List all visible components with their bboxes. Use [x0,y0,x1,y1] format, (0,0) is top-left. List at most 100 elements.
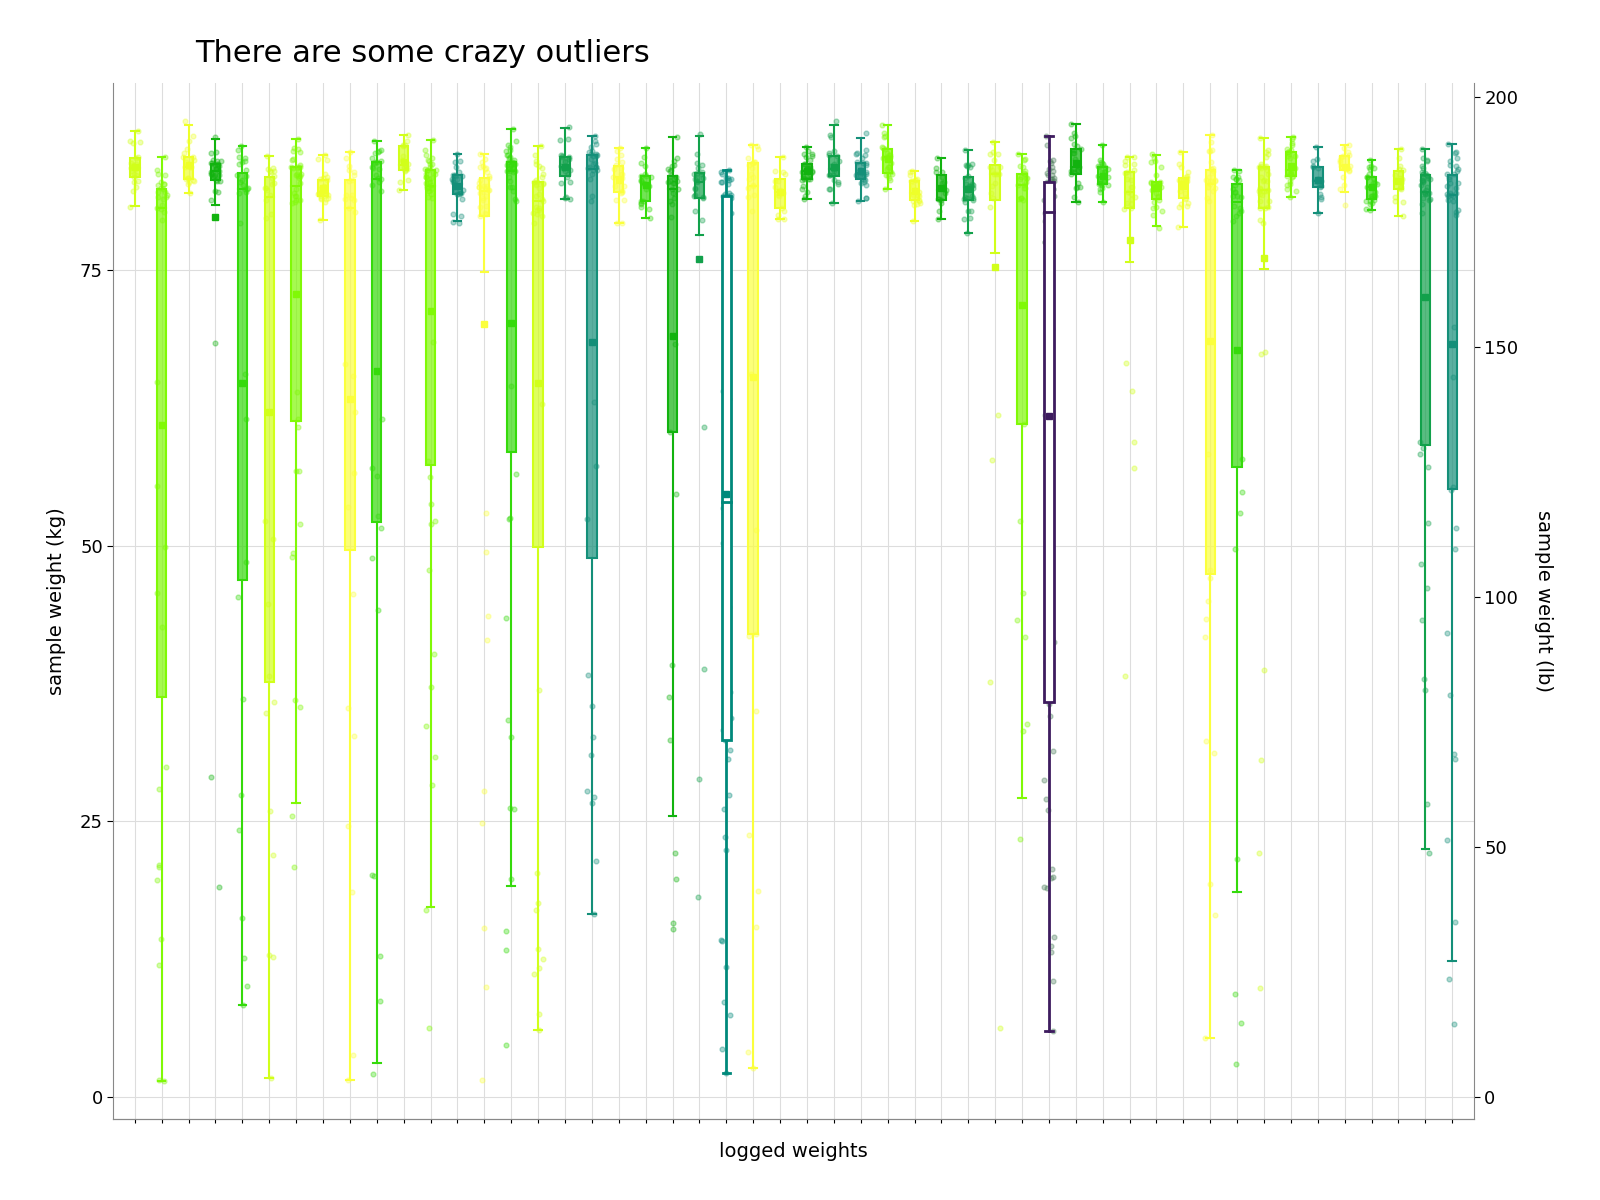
Point [1227,202,1253,221]
Point [1248,168,1274,187]
Point [1224,850,1250,869]
Point [1328,150,1354,169]
Point [1382,191,1408,210]
Point [1168,175,1194,194]
Point [552,162,578,181]
Point [360,458,386,478]
Point [870,124,896,143]
Point [392,158,418,178]
Point [682,185,707,204]
Point [902,170,928,190]
Point [1357,192,1382,211]
Point [392,162,418,181]
Point [1410,164,1435,184]
Point [1299,151,1325,170]
Point [152,182,178,202]
Point [365,142,390,161]
Point [443,166,469,185]
Point [1354,168,1379,187]
Point [1118,178,1144,197]
Point [683,178,709,197]
Point [226,588,251,607]
Point [685,173,710,192]
Point [1032,232,1058,251]
Point [877,157,902,176]
Point [579,186,605,205]
Point [422,164,448,184]
Point [1362,158,1387,178]
Point [146,175,171,194]
Point [1437,156,1462,175]
Point [794,148,819,167]
Point [550,158,576,178]
Point [1202,743,1227,762]
Point [819,193,845,212]
Point [1174,168,1200,187]
Point [579,146,605,166]
Point [1088,179,1114,198]
Point [154,187,179,206]
Point [416,181,442,200]
Point [954,155,979,174]
Point [765,186,790,205]
Point [1006,830,1032,850]
Point [685,154,710,173]
Point [664,170,690,190]
Point [418,677,443,696]
Point [1197,142,1222,161]
Point [469,152,494,172]
Point [714,168,739,187]
Point [1254,140,1280,160]
Point [256,186,282,205]
Point [819,127,845,146]
Point [525,172,550,191]
Point [1309,176,1334,196]
Point [309,184,334,203]
Point [421,644,446,664]
Point [283,190,309,209]
Point [606,138,632,157]
Point [717,170,742,190]
Point [416,170,442,190]
Point [1355,157,1381,176]
Point [1122,433,1147,452]
Point [664,127,690,146]
Point [1275,143,1301,162]
Point [472,179,498,198]
Point [658,191,683,210]
Point [123,176,149,196]
Point [469,1070,494,1090]
Point [853,164,878,184]
FancyBboxPatch shape [749,163,758,635]
Point [1221,187,1246,206]
Point [144,198,170,217]
Point [149,172,174,191]
Point [1248,180,1274,199]
Point [280,150,306,169]
Point [717,184,742,203]
Point [474,205,499,224]
Point [1360,174,1386,193]
FancyBboxPatch shape [211,163,221,180]
Point [718,708,744,727]
FancyBboxPatch shape [990,164,1000,200]
FancyBboxPatch shape [1259,168,1269,208]
Point [286,174,312,193]
Point [198,143,224,162]
Point [443,185,469,204]
Point [958,200,984,220]
Point [368,518,394,538]
Point [203,160,229,179]
FancyBboxPatch shape [1152,181,1162,199]
Point [1306,204,1331,223]
Point [1147,173,1173,192]
Point [821,166,846,185]
Point [1197,175,1222,194]
Point [741,175,766,194]
Point [528,136,554,155]
Point [530,395,555,414]
Point [280,806,306,826]
Point [741,1058,766,1078]
Point [366,142,392,161]
Point [1013,628,1038,647]
